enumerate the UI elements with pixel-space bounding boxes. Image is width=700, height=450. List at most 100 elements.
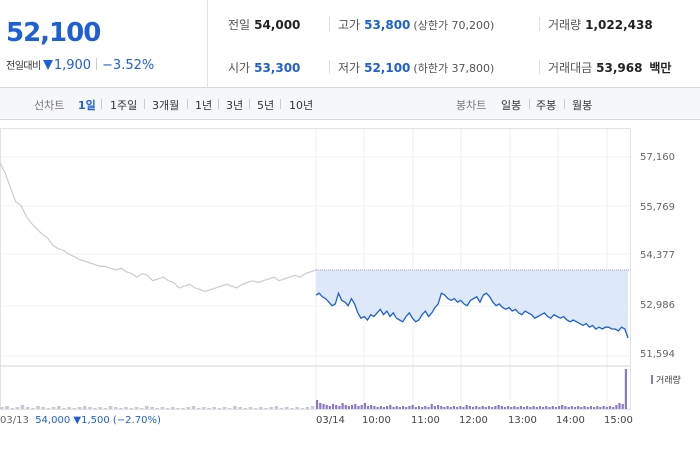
volume-bar — [621, 404, 624, 409]
y-tick-label: 54,377 — [640, 250, 675, 261]
volume-bar — [15, 407, 20, 409]
change-label: 전일대비 — [6, 61, 41, 72]
today-area-fill — [316, 269, 628, 338]
volume-bar — [615, 405, 618, 409]
change-value: 1,900 — [53, 58, 92, 73]
volume-bar — [335, 405, 338, 409]
volume-bar — [0, 407, 4, 409]
y-tick-label: 52,986 — [640, 300, 675, 311]
prev-day-label: 03/13 — [0, 415, 29, 426]
volume-bar — [459, 406, 462, 409]
change-row: 전일대비 1,900 −3.52% — [6, 54, 154, 73]
period-10y-button[interactable]: 10년 — [289, 99, 314, 112]
x-tick-label: 11:00 — [411, 415, 440, 426]
period-5y-button[interactable]: 5년 — [257, 99, 275, 112]
volume-bar — [577, 406, 580, 409]
current-price-box: 52,100 전일대비 1,900 −3.52% — [0, 0, 208, 88]
volume-bar — [484, 407, 487, 409]
volume-bar — [519, 406, 522, 409]
volume-bar — [325, 405, 328, 409]
down-triangle-icon: ▼ — [73, 415, 82, 426]
volume-legend-swatch — [651, 375, 653, 384]
volume-bar — [82, 406, 87, 409]
volume-bar — [456, 407, 459, 409]
volume-bar — [264, 408, 268, 409]
chart-toolbar: 선차트 1일 1주일 3개월 1년 3년 5년 10년 봉차트 일봉 주봉 월봉 — [0, 88, 700, 120]
volume-bar — [284, 407, 289, 409]
divider — [564, 99, 565, 109]
price-chart: 57,160 55,769 54,377 52,986 51,594 거래량 0… — [0, 120, 700, 450]
volume-bar — [150, 407, 154, 409]
volume-bar — [171, 407, 175, 409]
volume-bar — [589, 406, 592, 409]
prev-day-info: 03/13 54,000 ▼1,500 (−2.70%) — [0, 415, 161, 426]
high-value: 53,800 — [364, 18, 411, 32]
divider — [329, 60, 330, 74]
volume-bar — [392, 407, 395, 409]
y-tick-label: 57,160 — [640, 152, 675, 163]
volume-bar — [421, 407, 424, 409]
volume-bar — [124, 407, 128, 409]
volume-bar — [402, 406, 405, 409]
volume-bar — [405, 407, 408, 409]
divider — [144, 99, 145, 109]
volume-bar — [344, 405, 347, 409]
volume-bar — [155, 408, 159, 409]
candle-weekly-button[interactable]: 주봉 — [536, 99, 557, 112]
candle-chart-label: 봉차트 — [456, 99, 487, 112]
open-value: 53,300 — [254, 61, 301, 75]
volume-bar — [108, 406, 113, 409]
volume-bar — [357, 406, 360, 409]
period-3m-button[interactable]: 3개월 — [152, 99, 180, 112]
volume-bar — [424, 406, 427, 409]
volume-bar — [554, 407, 557, 409]
volume-bar — [526, 406, 529, 409]
volume-bar — [319, 403, 322, 409]
prev-day-change: 1,500 — [81, 415, 110, 426]
volume-bar — [196, 408, 201, 409]
volume-bar — [532, 406, 535, 409]
divider — [249, 99, 250, 109]
x-tick-label: 12:00 — [459, 415, 488, 426]
divider — [96, 58, 98, 70]
volume-bar — [599, 407, 602, 409]
volume-bar — [535, 407, 538, 409]
divider — [329, 17, 330, 31]
period-1d-button[interactable]: 1일 — [78, 99, 96, 112]
period-1y-button[interactable]: 1년 — [195, 99, 213, 112]
volume-bar — [363, 403, 366, 409]
price-header: 52,100 전일대비 1,900 −3.52% 전일 54,000 고가 53,800… — [0, 0, 700, 88]
volume-bar — [322, 404, 325, 409]
volume-bar — [300, 408, 305, 409]
candle-daily-button[interactable]: 일봉 — [501, 99, 522, 112]
volume-bar — [452, 406, 456, 409]
volume-bar — [618, 403, 621, 409]
volume-bar — [207, 408, 211, 409]
volume-bar — [259, 407, 263, 409]
volume-bar — [497, 405, 500, 409]
period-1w-button[interactable]: 1주일 — [110, 99, 138, 112]
volume-bar — [468, 406, 471, 409]
volume-bar — [427, 407, 430, 409]
volume-bar — [222, 407, 227, 409]
volume-bar — [248, 407, 253, 409]
volume-bar — [160, 407, 165, 409]
volume-bar — [440, 406, 443, 409]
down-triangle-icon — [42, 60, 53, 70]
volume-bars — [0, 369, 627, 409]
volume-bar — [500, 406, 503, 409]
volume-bar — [212, 407, 216, 409]
y-tick-label: 55,769 — [640, 202, 675, 213]
volume-bar — [382, 407, 386, 409]
volume-bar — [561, 405, 564, 409]
volume-bar — [605, 407, 608, 409]
change-percent: −3.52% — [102, 58, 155, 73]
volume-bar — [411, 405, 414, 409]
volume-bar — [462, 407, 465, 409]
volume-bar — [522, 407, 526, 409]
candle-monthly-button[interactable]: 월봉 — [572, 99, 593, 112]
period-3y-button[interactable]: 3년 — [226, 99, 244, 112]
volume-bar — [545, 406, 548, 409]
today-line — [315, 291, 629, 339]
